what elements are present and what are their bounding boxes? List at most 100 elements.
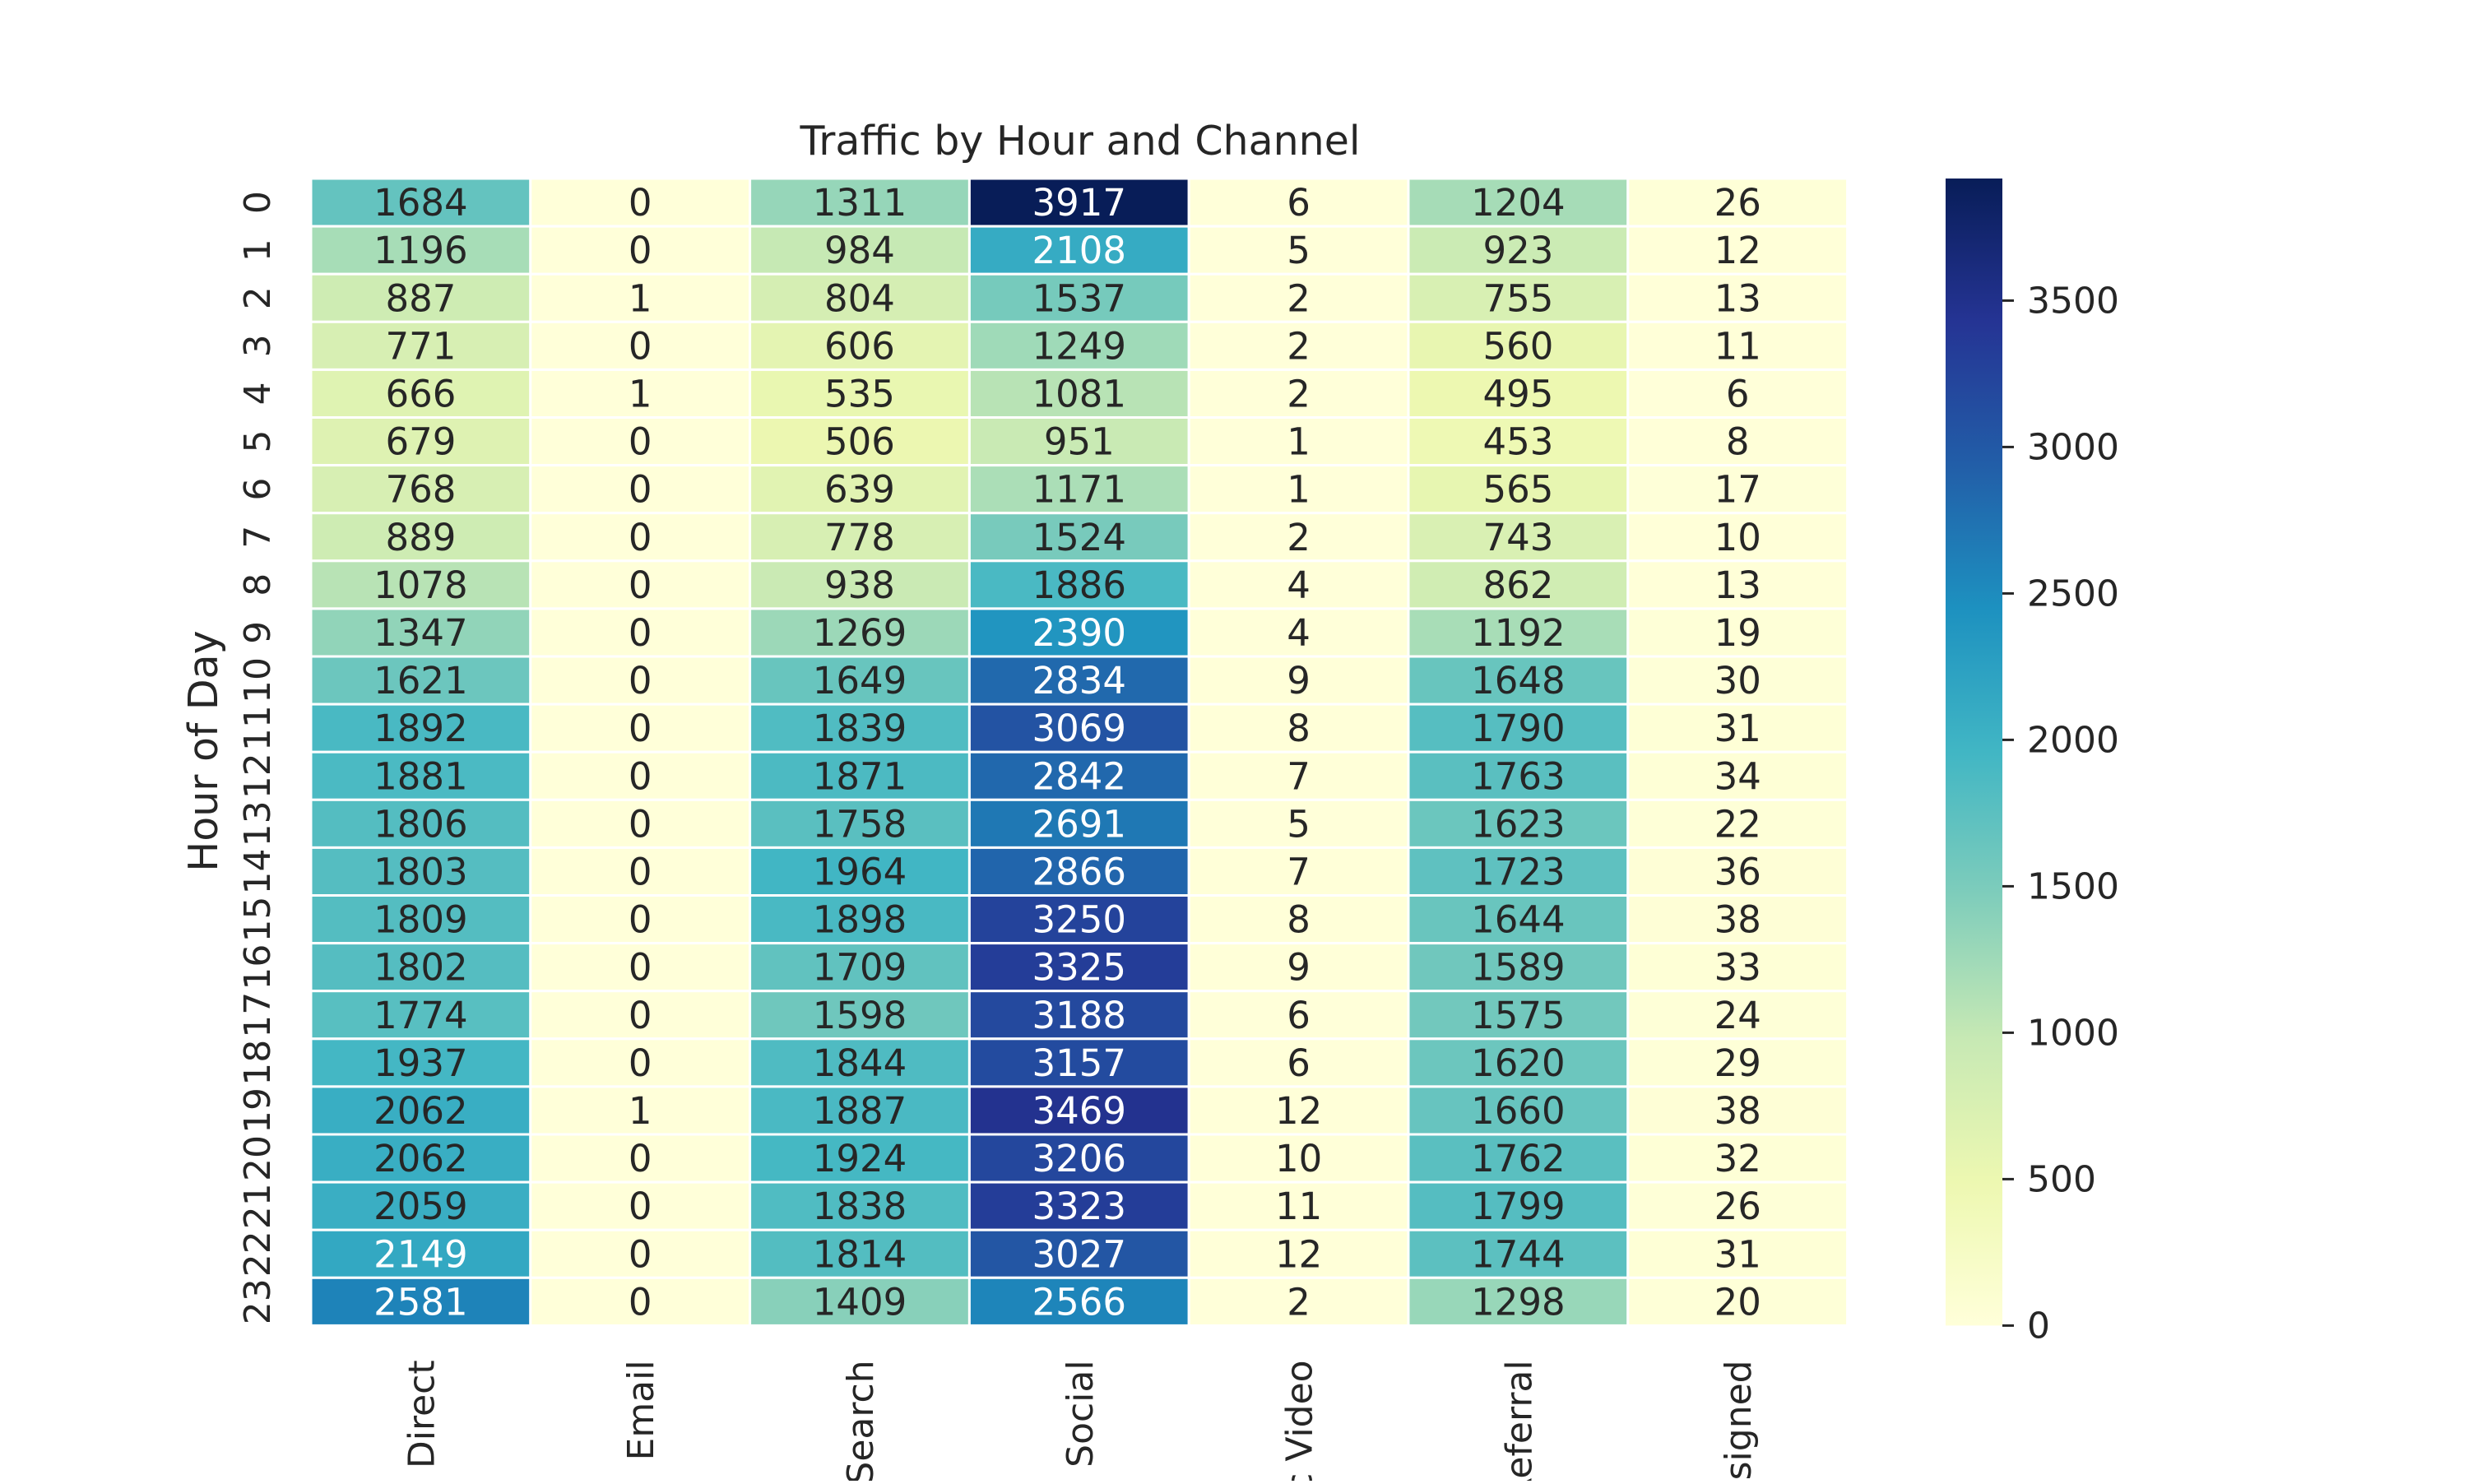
cell-value-label: 6 xyxy=(1287,994,1311,1037)
heatmap-cell xyxy=(1187,1133,1410,1184)
cell-value-label: 31 xyxy=(1714,707,1761,750)
cell-value-label: 12 xyxy=(1275,1089,1322,1133)
heatmap-cell xyxy=(1626,703,1849,754)
heatmap-cell xyxy=(1407,272,1630,323)
heatmap-cell xyxy=(967,750,1190,801)
y-tick-label: 22 xyxy=(237,1231,279,1277)
heatmap-cell xyxy=(1626,846,1849,897)
heatmap-cell xyxy=(1626,750,1849,801)
cell-value-label: 1620 xyxy=(1471,1041,1566,1085)
heatmap-cell xyxy=(309,225,532,276)
y-tick-label: 12 xyxy=(237,753,279,799)
heatmap-cell xyxy=(749,655,971,706)
heatmap-cell xyxy=(1187,512,1410,563)
cell-value-label: 984 xyxy=(824,229,895,272)
heatmap-cell xyxy=(1407,464,1630,515)
cell-value-label: 8 xyxy=(1726,420,1750,464)
cell-value-label: 1192 xyxy=(1471,611,1566,655)
heatmap-cell xyxy=(309,1228,532,1279)
heatmap-cell xyxy=(1626,512,1849,563)
cell-value-label: 887 xyxy=(385,276,456,320)
cell-value-label: 1575 xyxy=(1471,994,1566,1037)
cell-value-label: 938 xyxy=(824,563,895,607)
cell-value-label: 743 xyxy=(1482,516,1553,559)
y-tick-label: 10 xyxy=(237,657,279,703)
cell-value-label: 1814 xyxy=(813,1232,907,1276)
cell-value-label: 560 xyxy=(1482,324,1553,368)
cell-value-label: 2866 xyxy=(1032,851,1127,894)
cell-value-label: 1196 xyxy=(373,229,468,272)
cell-value-label: 1 xyxy=(1287,420,1311,464)
cell-value-label: 3188 xyxy=(1032,994,1127,1037)
cell-value-label: 26 xyxy=(1714,1185,1761,1228)
cell-value-label: 1763 xyxy=(1471,754,1566,798)
heatmap-cell xyxy=(1187,703,1410,754)
y-tick-label: 16 xyxy=(237,944,279,990)
heatmap-cell xyxy=(1626,272,1849,323)
x-tick-label: c Social xyxy=(1060,1360,1102,1481)
cell-value-label: 1799 xyxy=(1471,1185,1566,1228)
cell-value-label: 0 xyxy=(629,516,652,559)
cell-value-label: 30 xyxy=(1714,659,1761,703)
cell-value-label: 771 xyxy=(385,324,456,368)
heatmap-cell xyxy=(1626,990,1849,1041)
cell-value-label: 2 xyxy=(1287,276,1311,320)
cell-value-label: 639 xyxy=(824,468,895,512)
cell-value-label: 1762 xyxy=(1471,1137,1566,1180)
cell-value-label: 0 xyxy=(629,1232,652,1276)
y-tick-label: 1 xyxy=(237,239,279,262)
cell-value-label: 0 xyxy=(629,324,652,368)
heatmap-cell xyxy=(967,464,1190,515)
heatmap-cell xyxy=(309,990,532,1041)
cell-value-label: 5 xyxy=(1287,229,1311,272)
colorbar-tick-label: 3000 xyxy=(2027,426,2119,468)
cell-value-label: 2581 xyxy=(373,1280,468,1324)
cell-value-label: 0 xyxy=(629,754,652,798)
heatmap-cell xyxy=(967,798,1190,849)
heatmap-cell xyxy=(1407,1085,1630,1136)
cell-value-label: 565 xyxy=(1482,468,1553,512)
cell-value-label: 1871 xyxy=(813,754,907,798)
cell-value-label: 6 xyxy=(1726,372,1750,415)
cell-value-label: 1887 xyxy=(813,1089,907,1133)
heatmap-cell xyxy=(309,1037,532,1088)
cell-value-label: 17 xyxy=(1714,468,1761,512)
heatmap-cell xyxy=(1407,1228,1630,1279)
cell-value-label: 1347 xyxy=(373,611,468,655)
cell-value-label: 1409 xyxy=(813,1280,907,1324)
cell-value-label: 1621 xyxy=(373,659,468,703)
cell-value-label: 20 xyxy=(1714,1280,1761,1324)
cell-value-label: 1078 xyxy=(373,563,468,607)
colorbar-gradient xyxy=(1946,179,2002,1326)
heatmap-cell xyxy=(1407,655,1630,706)
cell-value-label: 0 xyxy=(629,563,652,607)
cell-value-label: 1589 xyxy=(1471,946,1566,990)
heatmap-cell xyxy=(1187,655,1410,706)
x-tick-label: Referral xyxy=(1498,1360,1540,1481)
heatmap-cell xyxy=(309,1085,532,1136)
cell-value-label: 2062 xyxy=(373,1137,468,1180)
cell-value-label: 1537 xyxy=(1032,276,1127,320)
x-tick-label: Email xyxy=(620,1360,662,1460)
y-tick-label: 7 xyxy=(237,526,279,549)
y-tick-label: 5 xyxy=(237,430,279,453)
heatmap-cell xyxy=(529,1228,752,1279)
colorbar-tick-label: 3500 xyxy=(2027,280,2119,322)
cell-value-label: 804 xyxy=(824,276,895,320)
cell-value-label: 1644 xyxy=(1471,898,1566,942)
cell-value-label: 1744 xyxy=(1471,1232,1566,1276)
heatmap-cell xyxy=(529,1276,752,1327)
heatmap-cell xyxy=(1626,655,1849,706)
heatmap-cell xyxy=(749,272,971,323)
heatmap-cell xyxy=(309,512,532,563)
y-tick-label: 23 xyxy=(237,1278,279,1324)
cell-value-label: 666 xyxy=(385,372,456,415)
cell-value-label: 38 xyxy=(1714,1089,1761,1133)
colorbar: 0 500 1000 1500 2000 2500 3000 3500 xyxy=(1946,179,2119,1347)
heatmap-cell xyxy=(1407,320,1630,371)
heatmap-cell xyxy=(967,655,1190,706)
cell-value-label: 1774 xyxy=(373,994,468,1037)
cell-value-label: 1709 xyxy=(813,946,907,990)
cell-value-label: 1684 xyxy=(373,181,468,225)
